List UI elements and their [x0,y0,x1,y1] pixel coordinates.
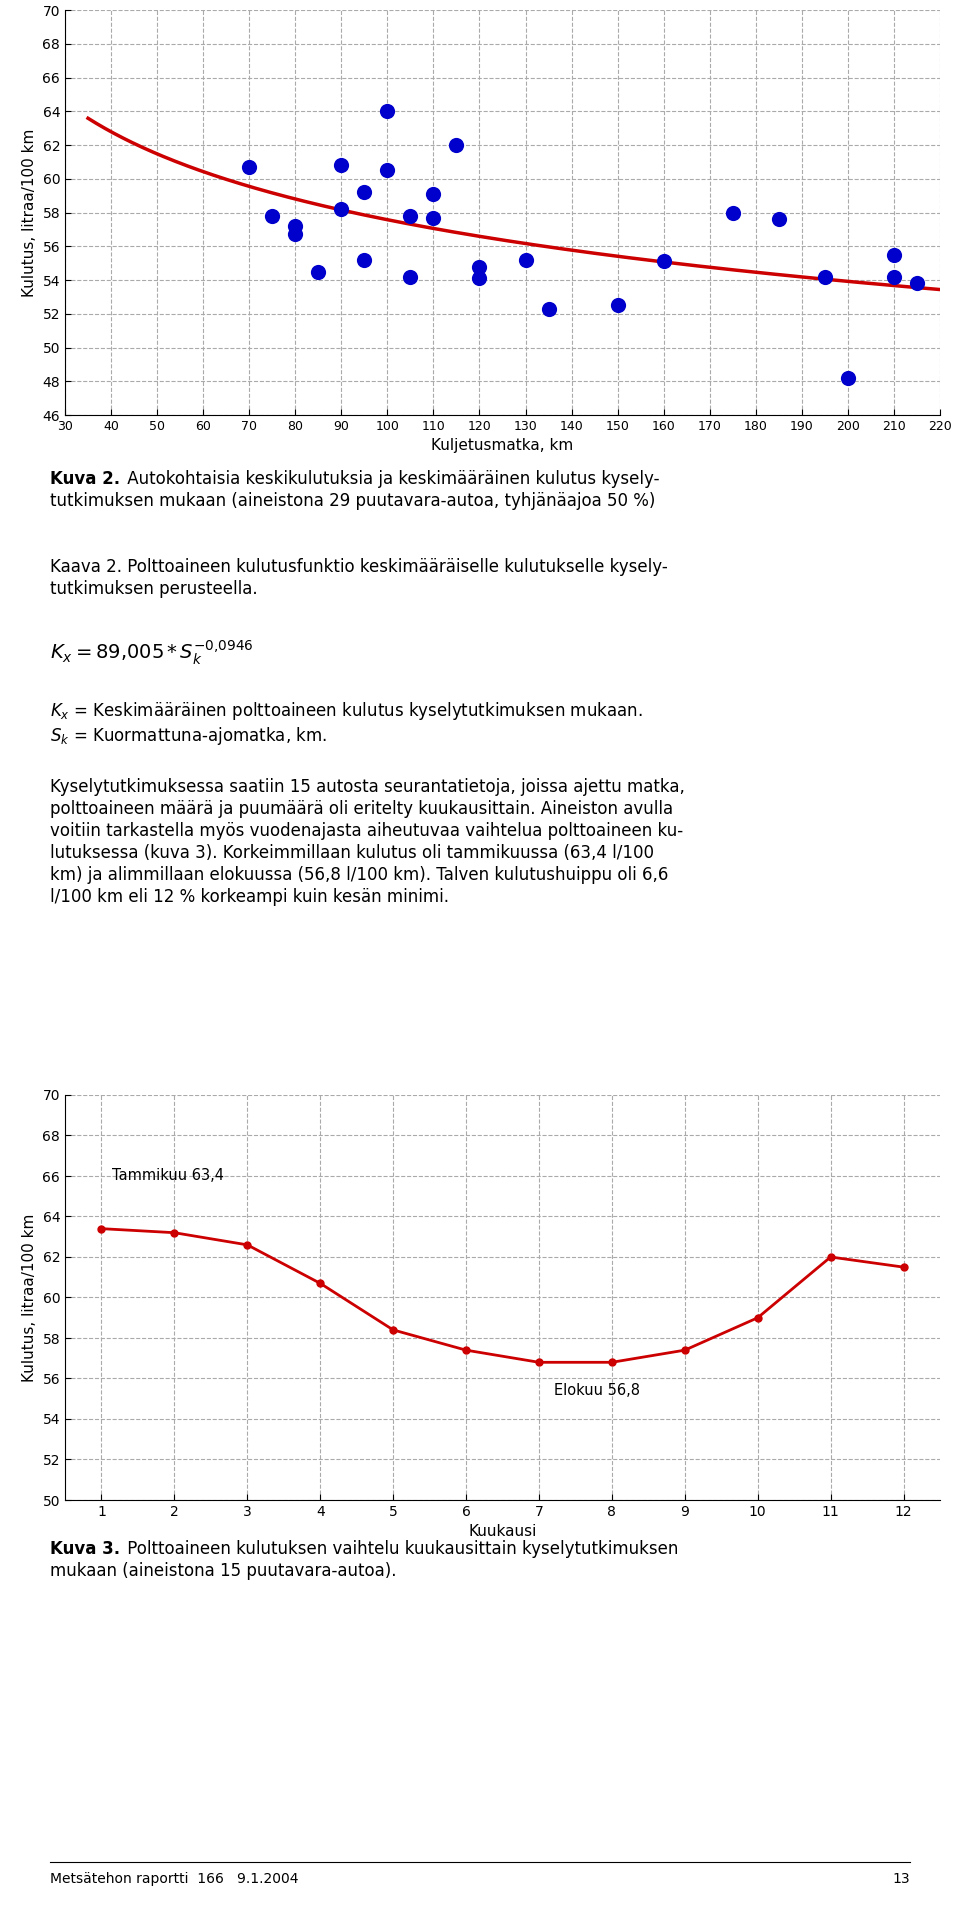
Point [242,151,257,181]
Point [357,244,372,275]
Point [311,256,326,286]
Text: Autokohtaisia keskikulutuksia ja keskimääräinen kulutus kysely-: Autokohtaisia keskikulutuksia ja keskimä… [122,470,660,487]
Point [334,193,349,223]
Y-axis label: Kulutus, litraa/100 km: Kulutus, litraa/100 km [22,128,36,296]
Point [840,363,855,393]
Point [656,246,671,277]
Point [471,264,487,294]
Point [334,151,349,181]
Point [380,155,396,185]
Point [771,204,786,235]
Text: $S_k$ = Kuormattuna-ajomatka, km.: $S_k$ = Kuormattuna-ajomatka, km. [50,726,327,747]
Text: Elokuu 56,8: Elokuu 56,8 [554,1383,639,1398]
Point [471,252,487,283]
Text: Kaava 2. Polttoaineen kulutusfunktio keskimääräiselle kulutukselle kysely-: Kaava 2. Polttoaineen kulutusfunktio kes… [50,558,667,577]
Text: tutkimuksen perusteella.: tutkimuksen perusteella. [50,581,257,598]
Point [540,294,556,325]
Point [909,267,924,298]
Text: polttoaineen määrä ja puumäärä oli eritelty kuukausittain. Aineiston avulla: polttoaineen määrä ja puumäärä oli erite… [50,800,673,817]
Point [448,130,464,160]
Text: Kuva 3.: Kuva 3. [50,1539,120,1559]
Text: voitiin tarkastella myös vuodenajasta aiheutuvaa vaihtelua polttoaineen ku-: voitiin tarkastella myös vuodenajasta ai… [50,821,684,840]
Text: Tammikuu 63,4: Tammikuu 63,4 [112,1169,225,1182]
Point [380,96,396,126]
Point [288,210,303,241]
Point [817,262,832,292]
Point [425,180,441,210]
Point [886,262,901,292]
Text: Metsätehon raportti  166   9.1.2004: Metsätehon raportti 166 9.1.2004 [50,1872,299,1885]
Point [265,201,280,231]
Point [357,178,372,208]
Text: l/100 km eli 12 % korkeampi kuin kesän minimi.: l/100 km eli 12 % korkeampi kuin kesän m… [50,888,449,905]
Text: $K_x$ = Keskimääräinen polttoaineen kulutus kyselytutkimuksen mukaan.: $K_x$ = Keskimääräinen polttoaineen kulu… [50,699,642,722]
Point [610,290,625,321]
Text: Kuva 2.: Kuva 2. [50,470,120,487]
X-axis label: Kuljetusmatka, km: Kuljetusmatka, km [431,439,574,453]
Point [886,239,901,269]
Text: lutuksessa (kuva 3). Korkeimmillaan kulutus oli tammikuussa (63,4 l/100: lutuksessa (kuva 3). Korkeimmillaan kulu… [50,844,654,861]
Text: Kyselytutkimuksessa saatiin 15 autosta seurantatietoja, joissa ajettu matka,: Kyselytutkimuksessa saatiin 15 autosta s… [50,777,684,796]
Text: 13: 13 [893,1872,910,1885]
Point [288,220,303,250]
Point [725,197,740,227]
Text: mukaan (aineistona 15 puutavara-autoa).: mukaan (aineistona 15 puutavara-autoa). [50,1562,396,1580]
X-axis label: Kuukausi: Kuukausi [468,1524,537,1539]
Text: tutkimuksen mukaan (aineistona 29 puutavara-autoa, tyhjänäajoa 50 %): tutkimuksen mukaan (aineistona 29 puutav… [50,493,656,510]
Text: km) ja alimmillaan elokuussa (56,8 l/100 km). Talven kulutushuippu oli 6,6: km) ja alimmillaan elokuussa (56,8 l/100… [50,865,668,884]
Text: $\mathit{K}_x = 89{,}005\,{*}\,S_k^{-0{,}0946}$: $\mathit{K}_x = 89{,}005\,{*}\,S_k^{-0{,… [50,638,253,667]
Text: Polttoaineen kulutuksen vaihtelu kuukausittain kyselytutkimuksen: Polttoaineen kulutuksen vaihtelu kuukaus… [122,1539,679,1559]
Point [402,262,418,292]
Point [517,244,533,275]
Y-axis label: Kulutus, litraa/100 km: Kulutus, litraa/100 km [22,1213,36,1381]
Point [402,201,418,231]
Point [425,202,441,233]
